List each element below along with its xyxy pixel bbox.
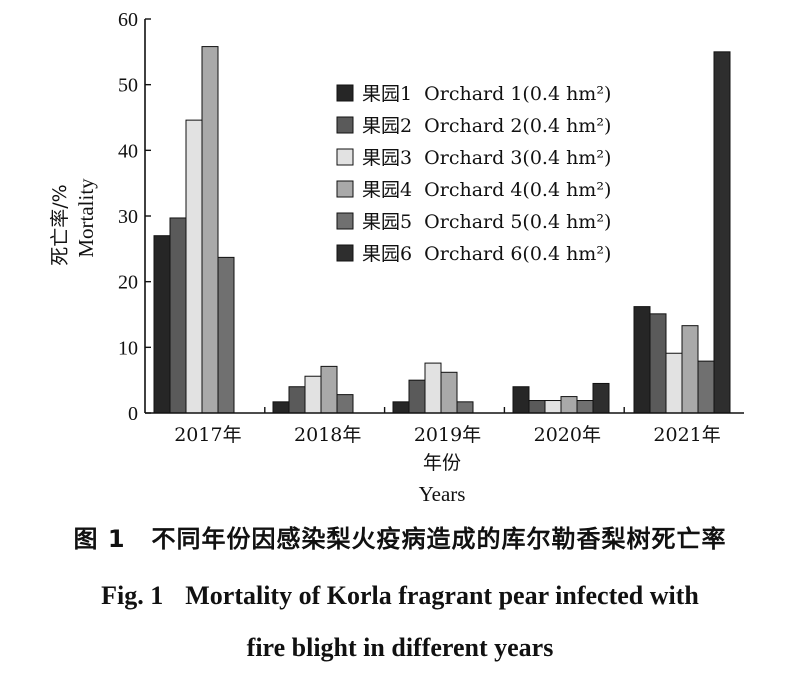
bar	[512, 386, 530, 414]
legend-label: 果园4 Orchard 4(0.4 hm²)	[362, 179, 611, 201]
legend-label: 果园5 Orchard 5(0.4 hm²)	[362, 211, 611, 233]
x-axis-title-chinese: 年份	[423, 452, 461, 474]
x-tick-label: 2017年	[174, 424, 241, 446]
y-tick-label: 30	[118, 206, 138, 228]
figure-number-chinese: 图 1	[73, 525, 126, 553]
figure-title-english-line-1: Mortality of Korla fragrant pear infecte…	[185, 581, 699, 610]
figure-caption-chinese: 图 1 不同年份因感染梨火疫病造成的库尔勒香梨树死亡率	[0, 519, 800, 554]
bar	[424, 362, 442, 414]
y-axis-title-chinese: 死亡率/%	[49, 184, 71, 265]
x-axis-title-english: Years	[419, 482, 466, 506]
bar	[697, 360, 715, 414]
y-tick-label: 40	[118, 140, 138, 162]
bar	[440, 371, 458, 414]
legend-label: 果园2 Orchard 2(0.4 hm²)	[362, 115, 611, 137]
figure-caption-english-line-2: fire blight in different years	[0, 633, 800, 663]
bar	[713, 51, 731, 414]
bar	[576, 400, 594, 414]
legend-swatch	[336, 84, 354, 102]
figure-number-english: Fig. 1	[101, 581, 164, 610]
bar	[153, 235, 171, 414]
figure-caption-english-line-1: Fig. 1 Mortality of Korla fragrant pear i…	[0, 581, 800, 611]
y-tick-label: 10	[118, 337, 138, 359]
bar	[185, 119, 203, 414]
bar	[201, 46, 219, 414]
bar	[169, 217, 187, 414]
bar	[649, 313, 667, 414]
bar	[665, 352, 683, 414]
bar	[633, 306, 651, 414]
bar-group	[153, 46, 731, 414]
x-tick-label: 2019年	[414, 424, 481, 446]
bar	[304, 375, 322, 414]
y-tick-label: 50	[118, 75, 138, 97]
bar	[217, 256, 235, 414]
x-tick-label: 2018年	[294, 424, 361, 446]
legend-label: 果园6 Orchard 6(0.4 hm²)	[362, 243, 611, 265]
y-tick-label: 0	[128, 403, 138, 425]
mortality-bar-chart: 0 10 20 30 40 50 60 2017年 2018年 2019年 2020年 2021年 果…	[49, 9, 744, 506]
y-tick-label: 20	[118, 272, 138, 294]
legend: 果园1 Orchard 1(0.4 hm²) 果园2 Orchard 2(0.4 …	[336, 83, 611, 265]
bar	[336, 394, 354, 414]
bar	[544, 400, 562, 414]
y-tick-label: 60	[118, 9, 138, 31]
bar	[288, 386, 306, 414]
legend-swatch	[336, 148, 354, 166]
y-axis-title-english: Mortality	[74, 178, 98, 258]
bar	[592, 382, 610, 414]
legend-swatch	[336, 212, 354, 230]
x-tick-label: 2021年	[653, 424, 720, 446]
bar	[392, 401, 410, 414]
legend-label: 果园3 Orchard 3(0.4 hm²)	[362, 147, 611, 169]
bar	[681, 325, 699, 414]
bar	[320, 365, 338, 414]
legend-swatch	[336, 180, 354, 198]
bar	[272, 401, 290, 414]
legend-swatch	[336, 244, 354, 262]
figure-title-chinese: 不同年份因感染梨火疫病造成的库尔勒香梨树死亡率	[151, 525, 727, 553]
legend-swatch	[336, 116, 354, 134]
bar	[560, 396, 578, 414]
bar	[408, 379, 426, 414]
bar	[528, 400, 546, 414]
figure-title-english-line-2: fire blight in different years	[246, 633, 554, 662]
legend-label: 果园1 Orchard 1(0.4 hm²)	[362, 83, 611, 105]
x-tick-label: 2020年	[534, 424, 601, 446]
axes: 0 10 20 30 40 50 60 2017年 2018年 2019年 2020年 2021年	[118, 9, 744, 446]
bar	[456, 401, 474, 414]
